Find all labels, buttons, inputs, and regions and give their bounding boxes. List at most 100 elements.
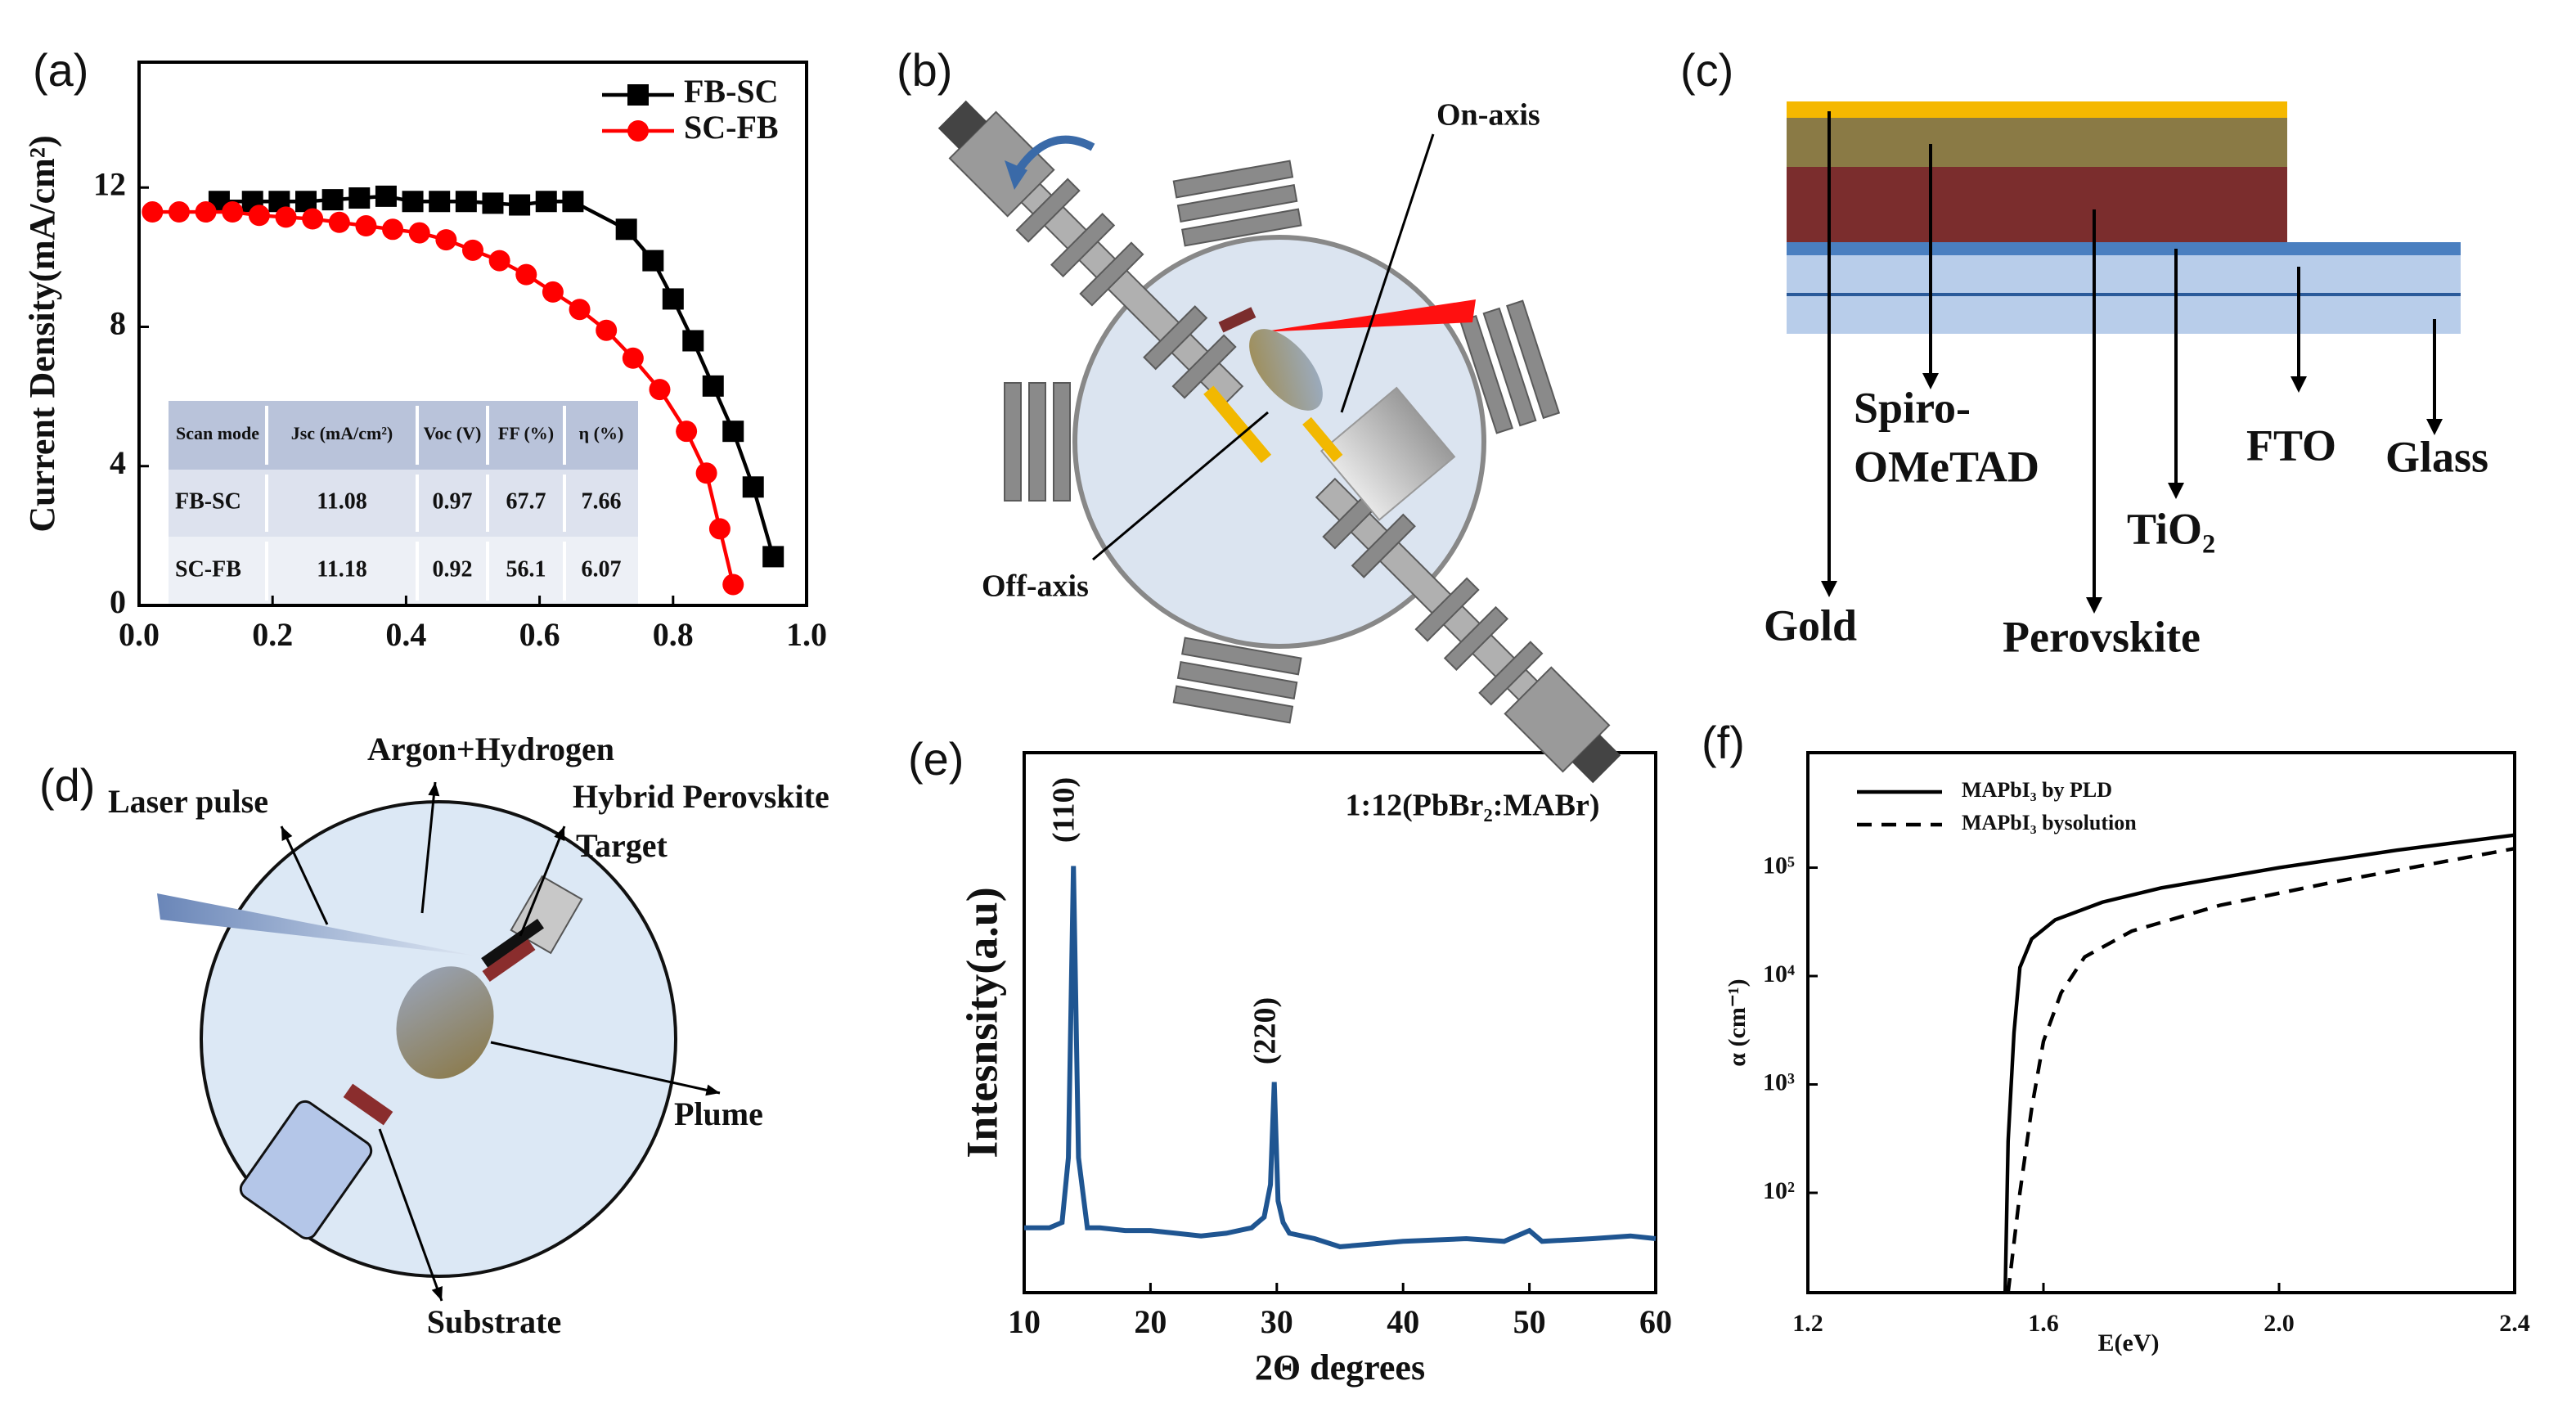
- layer-label: TiO₂: [2127, 504, 2215, 553]
- table-cell: FB-SC: [175, 488, 241, 514]
- legend-label: SC-FB: [684, 109, 779, 146]
- yellow-plate: [1302, 416, 1343, 462]
- marker-square: [642, 250, 664, 272]
- table-cell: 56.1: [506, 556, 546, 582]
- marker-square: [455, 191, 477, 213]
- x-axis-label: E(eV): [2098, 1329, 2160, 1356]
- series-line: [1024, 866, 1657, 1249]
- diagram-label: Argon+Hydrogen: [367, 731, 614, 767]
- diagram-label: Hybrid Perovskite: [573, 778, 829, 815]
- port-flange: [1172, 160, 1294, 199]
- plume: [396, 966, 494, 1079]
- table-cell: 11.08: [317, 488, 366, 514]
- panel-label: (c): [1680, 44, 1733, 96]
- arrow-head: [554, 826, 565, 841]
- substrate: [343, 1083, 393, 1126]
- y-tick-label: 0: [110, 583, 126, 620]
- marker-circle: [222, 201, 244, 223]
- x-tick-label: 1.6: [2028, 1310, 2059, 1337]
- y-axis-label: α (cm⁻¹): [1724, 978, 1751, 1066]
- port: [1315, 477, 1621, 784]
- laser-beam: [157, 893, 474, 956]
- marker-square: [321, 189, 344, 211]
- series-line: [2003, 833, 2515, 1293]
- port: [937, 100, 1244, 407]
- table-cell: 67.7: [506, 488, 546, 514]
- port: [1172, 637, 1302, 724]
- table-row-bg: [169, 401, 638, 470]
- legend-label: MAPbI₃ bysolution: [1962, 811, 2137, 834]
- table-header: η (%): [579, 423, 624, 443]
- marker-circle: [569, 299, 591, 321]
- heater-block: [1319, 386, 1456, 521]
- legend-label: MAPbI₃ by PLD: [1962, 778, 2112, 802]
- target-plate: [481, 918, 544, 968]
- marker-square: [762, 546, 784, 568]
- layer-label: Spiro-: [1854, 383, 1971, 432]
- annotation: (110): [1047, 777, 1081, 843]
- panel-label: (d): [39, 759, 95, 811]
- x-tick-label: 0.4: [385, 616, 426, 653]
- marker-circle: [462, 239, 483, 261]
- port-flange: [1143, 305, 1208, 371]
- marker-circle: [676, 421, 698, 443]
- port-flange: [1351, 513, 1416, 578]
- arrow-head: [281, 826, 293, 841]
- port-flange: [1414, 577, 1480, 642]
- arrow-head: [431, 1286, 443, 1301]
- plot-frame: [1023, 751, 1657, 1294]
- x-tick-label: 2.4: [2499, 1310, 2530, 1337]
- panel-label: (a): [33, 44, 88, 96]
- marker-circle: [708, 518, 731, 540]
- x-axis-label: 2Θ degrees: [1255, 1347, 1425, 1388]
- marker-square: [682, 330, 704, 352]
- table-cell: 7.66: [582, 488, 622, 514]
- pointer: [378, 1128, 443, 1302]
- layer-label: OMeTAD: [1854, 442, 2039, 491]
- substrate-disk: [1249, 329, 1323, 411]
- table-cell: 6.07: [582, 556, 622, 582]
- y-axis-label: Current Density(mA/cm²): [22, 135, 62, 532]
- x-tick-label: 2.0: [2264, 1310, 2295, 1337]
- x-tick-label: 0.6: [519, 616, 560, 653]
- marker-circle: [328, 211, 350, 233]
- port-flange: [1443, 605, 1509, 672]
- marker-circle: [275, 206, 297, 228]
- marker-circle: [355, 215, 377, 237]
- marker-circle: [168, 201, 190, 223]
- port-flange: [1028, 382, 1046, 502]
- pointer: [519, 825, 566, 937]
- legend-marker: [627, 120, 649, 142]
- y-tick-label: 4: [110, 444, 126, 481]
- port-flange: [1171, 334, 1237, 399]
- diagram-label: Substrate: [427, 1303, 561, 1340]
- y-tick-label: 12: [93, 165, 126, 202]
- arrow-head: [2426, 419, 2443, 435]
- port-flange: [1482, 307, 1537, 427]
- target: [482, 938, 536, 983]
- marker-circle: [722, 574, 744, 596]
- marker-circle: [488, 250, 510, 272]
- marker-circle: [382, 218, 404, 241]
- table-cell: 11.18: [317, 556, 366, 582]
- marker-circle: [622, 347, 644, 369]
- y-tick-label: 10²: [1763, 1177, 1795, 1204]
- diagram-label: On-axis: [1436, 98, 1540, 133]
- port-flange: [1176, 660, 1298, 700]
- x-tick-label: 0.2: [252, 616, 293, 653]
- diagram-label: Plume: [674, 1095, 763, 1132]
- marker-square: [742, 476, 764, 498]
- y-tick-label: 8: [110, 305, 126, 342]
- marker-circle: [408, 222, 430, 244]
- x-tick-label: 1.0: [786, 616, 827, 653]
- port-flange: [1172, 685, 1294, 724]
- layer-gold: [1787, 101, 2287, 118]
- arrow-head: [705, 1084, 720, 1096]
- table-cell: SC-FB: [175, 556, 241, 582]
- marker-circle: [515, 263, 537, 286]
- table-cell: 0.97: [433, 488, 473, 514]
- table-header: Jsc (mA/cm²): [291, 423, 393, 443]
- marker-square: [482, 192, 504, 214]
- marker-square: [509, 194, 531, 216]
- arrow-head: [2168, 483, 2184, 499]
